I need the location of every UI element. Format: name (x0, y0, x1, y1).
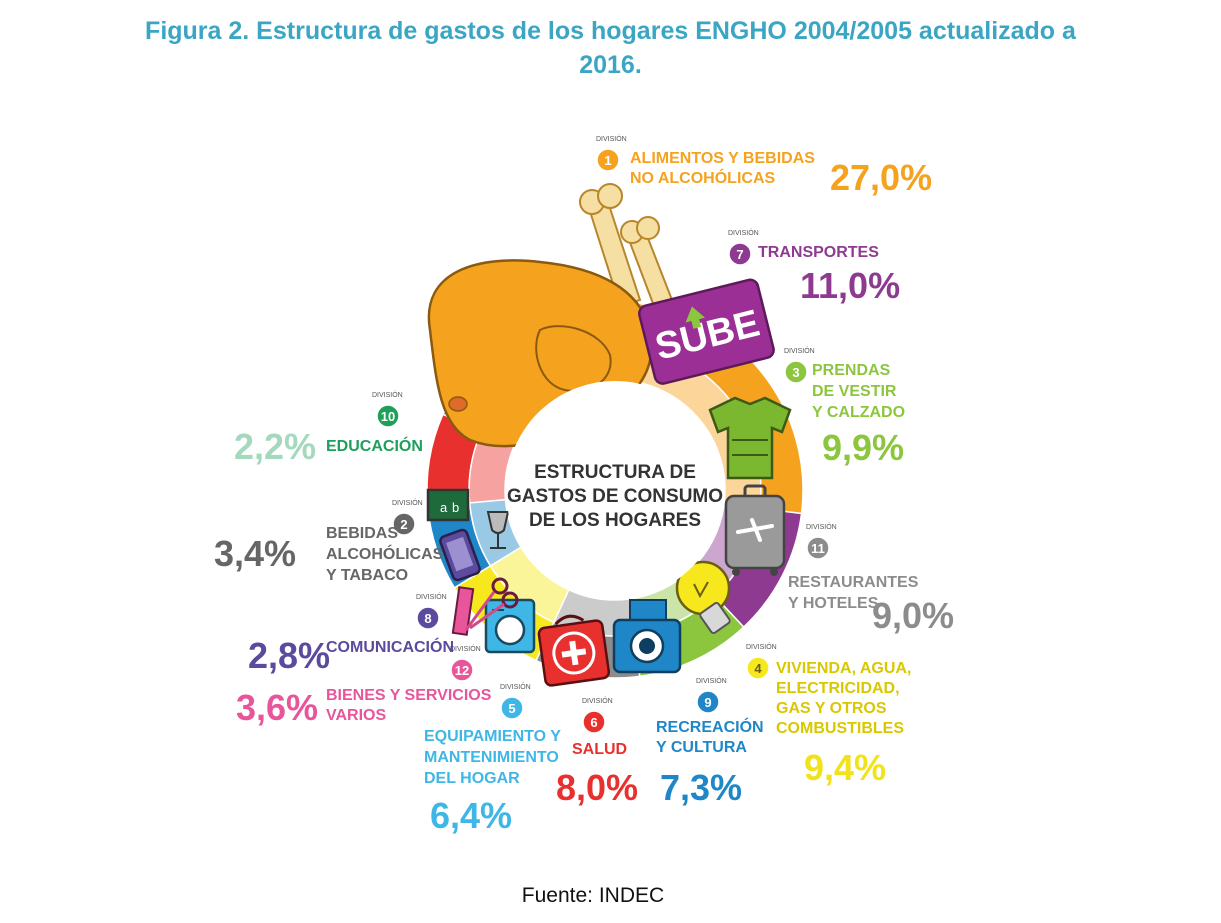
division-word: DIVISIÓN (806, 522, 837, 531)
category-label-line: GAS Y OTROS (776, 700, 887, 717)
category-label-line: ALIMENTOS Y BEBIDAS (630, 150, 815, 167)
percent-label: 11,0% (800, 265, 900, 306)
label-division-5: DIVISIÓN 5 EQUIPAMIENTO Y MANTENIMIENTO DEL … (424, 682, 561, 836)
label-division-6: DIVISIÓN 6 SALUD 8,0% (556, 696, 638, 808)
category-label-line: BIENES Y SERVICIOS (326, 687, 492, 704)
category-label-line: TRANSPORTES (758, 244, 879, 261)
category-label-line: DEL HOGAR (424, 770, 520, 787)
division-word: DIVISIÓN (728, 228, 759, 237)
center-label-line: ESTRUCTURA DE (534, 462, 696, 483)
suitcase-icon (726, 486, 784, 576)
percent-label: 3,4% (214, 533, 296, 574)
category-label-line: Y CALZADO (812, 404, 905, 421)
category-label-line: DE VESTIR (812, 383, 897, 400)
division-number: 2 (400, 517, 407, 532)
division-number: 3 (792, 365, 799, 380)
division-word: DIVISIÓN (372, 390, 403, 399)
division-number: 9 (704, 695, 711, 710)
division-number: 8 (424, 611, 431, 626)
source-note: Fuente: INDEC (0, 884, 1186, 908)
label-division-1: DIVISIÓN 1 ALIMENTOS Y BEBIDASNO ALCOHÓLIC… (596, 134, 932, 198)
center-label-line: DE LOS HOGARES (529, 510, 701, 531)
category-label-line: VIVIENDA, AGUA, (776, 660, 911, 677)
label-division-3: DIVISIÓN 3 PRENDAS DE VESTIR Y CALZADO 9,9% (784, 346, 905, 468)
category-label-line: EQUIPAMIENTO Y (424, 728, 561, 745)
percent-label: 27,0% (830, 157, 932, 198)
percent-label: 9,9% (822, 427, 904, 468)
category-label-line: PRENDAS (812, 362, 891, 379)
division-word: DIVISIÓN (450, 644, 481, 653)
percent-label: 8,0% (556, 767, 638, 808)
center-label-line: GASTOS DE CONSUMO (507, 486, 723, 507)
division-word: DIVISIÓN (784, 346, 815, 355)
category-label-line: SALUD (572, 741, 627, 758)
label-division-8: DIVISIÓN 8 COMUNICACIÓN2,8% (248, 592, 454, 676)
percent-label: 9,0% (872, 595, 954, 636)
division-word: DIVISIÓN (500, 682, 531, 691)
division-word: DIVISIÓN (696, 676, 727, 685)
svg-text:a: a (440, 500, 448, 515)
percent-label: 2,8% (248, 635, 330, 676)
division-number: 4 (754, 661, 762, 676)
division-word: DIVISIÓN (582, 696, 613, 705)
center-label: ESTRUCTURA DE GASTOS DE CONSUMO DE LOS HOG… (506, 381, 724, 599)
category-label-line: Y TABACO (326, 567, 408, 584)
category-label-line: RECREACIÓN (656, 717, 764, 736)
label-division-11: DIVISIÓN 11 RESTAURANTES Y HOTELES9,0% (788, 522, 954, 636)
category-label-line: NO ALCOHÓLICAS (630, 168, 776, 187)
category-label-line: COMUNICACIÓN (326, 637, 454, 656)
label-division-4: DIVISIÓN 4 VIVIENDA, AGUA, ELECTRICIDAD, GAS… (746, 642, 911, 788)
division-number: 1 (604, 153, 611, 168)
category-label-line: RESTAURANTES (788, 574, 919, 591)
category-label-line: EDUCACIÓN (326, 436, 423, 455)
division-number: 11 (811, 541, 825, 556)
label-division-2: DIVISIÓN 2BEBIDAS ALCOHÓLICAS Y TABACO 3,4% (214, 498, 444, 584)
percent-label: 2,2% (234, 426, 316, 467)
chalkboard-icon: a b (428, 490, 468, 520)
division-number: 6 (590, 715, 597, 730)
category-label-line: COMBUSTIBLES (776, 720, 904, 737)
percent-label: 7,3% (660, 767, 742, 808)
percent-label: 6,4% (430, 795, 512, 836)
division-number: 12 (455, 663, 469, 678)
percent-label: 9,4% (804, 747, 886, 788)
category-label-line: MANTENIMIENTO (424, 749, 559, 766)
category-label-line: ELECTRICIDAD, (776, 680, 900, 697)
percent-label: 3,6% (236, 687, 318, 728)
category-label-line: ALCOHÓLICAS (326, 544, 444, 563)
category-label-line: Y HOTELES (788, 595, 879, 612)
division-number: 5 (508, 701, 515, 716)
division-word: DIVISIÓN (596, 134, 627, 143)
division-word: DIVISIÓN (416, 592, 447, 601)
division-number: 10 (381, 409, 395, 424)
category-label-line: VARIOS (326, 707, 386, 724)
label-division-9: DIVISIÓN 9 RECREACIÓN Y CULTURA 7,3% (656, 676, 764, 808)
division-word: DIVISIÓN (392, 498, 423, 507)
category-label-line: Y CULTURA (656, 739, 747, 756)
division-word: DIVISIÓN (746, 642, 777, 651)
division-number: 7 (736, 247, 743, 262)
svg-text:b: b (452, 500, 459, 515)
category-label-line: BEBIDAS (326, 525, 398, 542)
label-division-10: DIVISIÓN 10 EDUCACIÓN 2,2% (234, 390, 423, 467)
